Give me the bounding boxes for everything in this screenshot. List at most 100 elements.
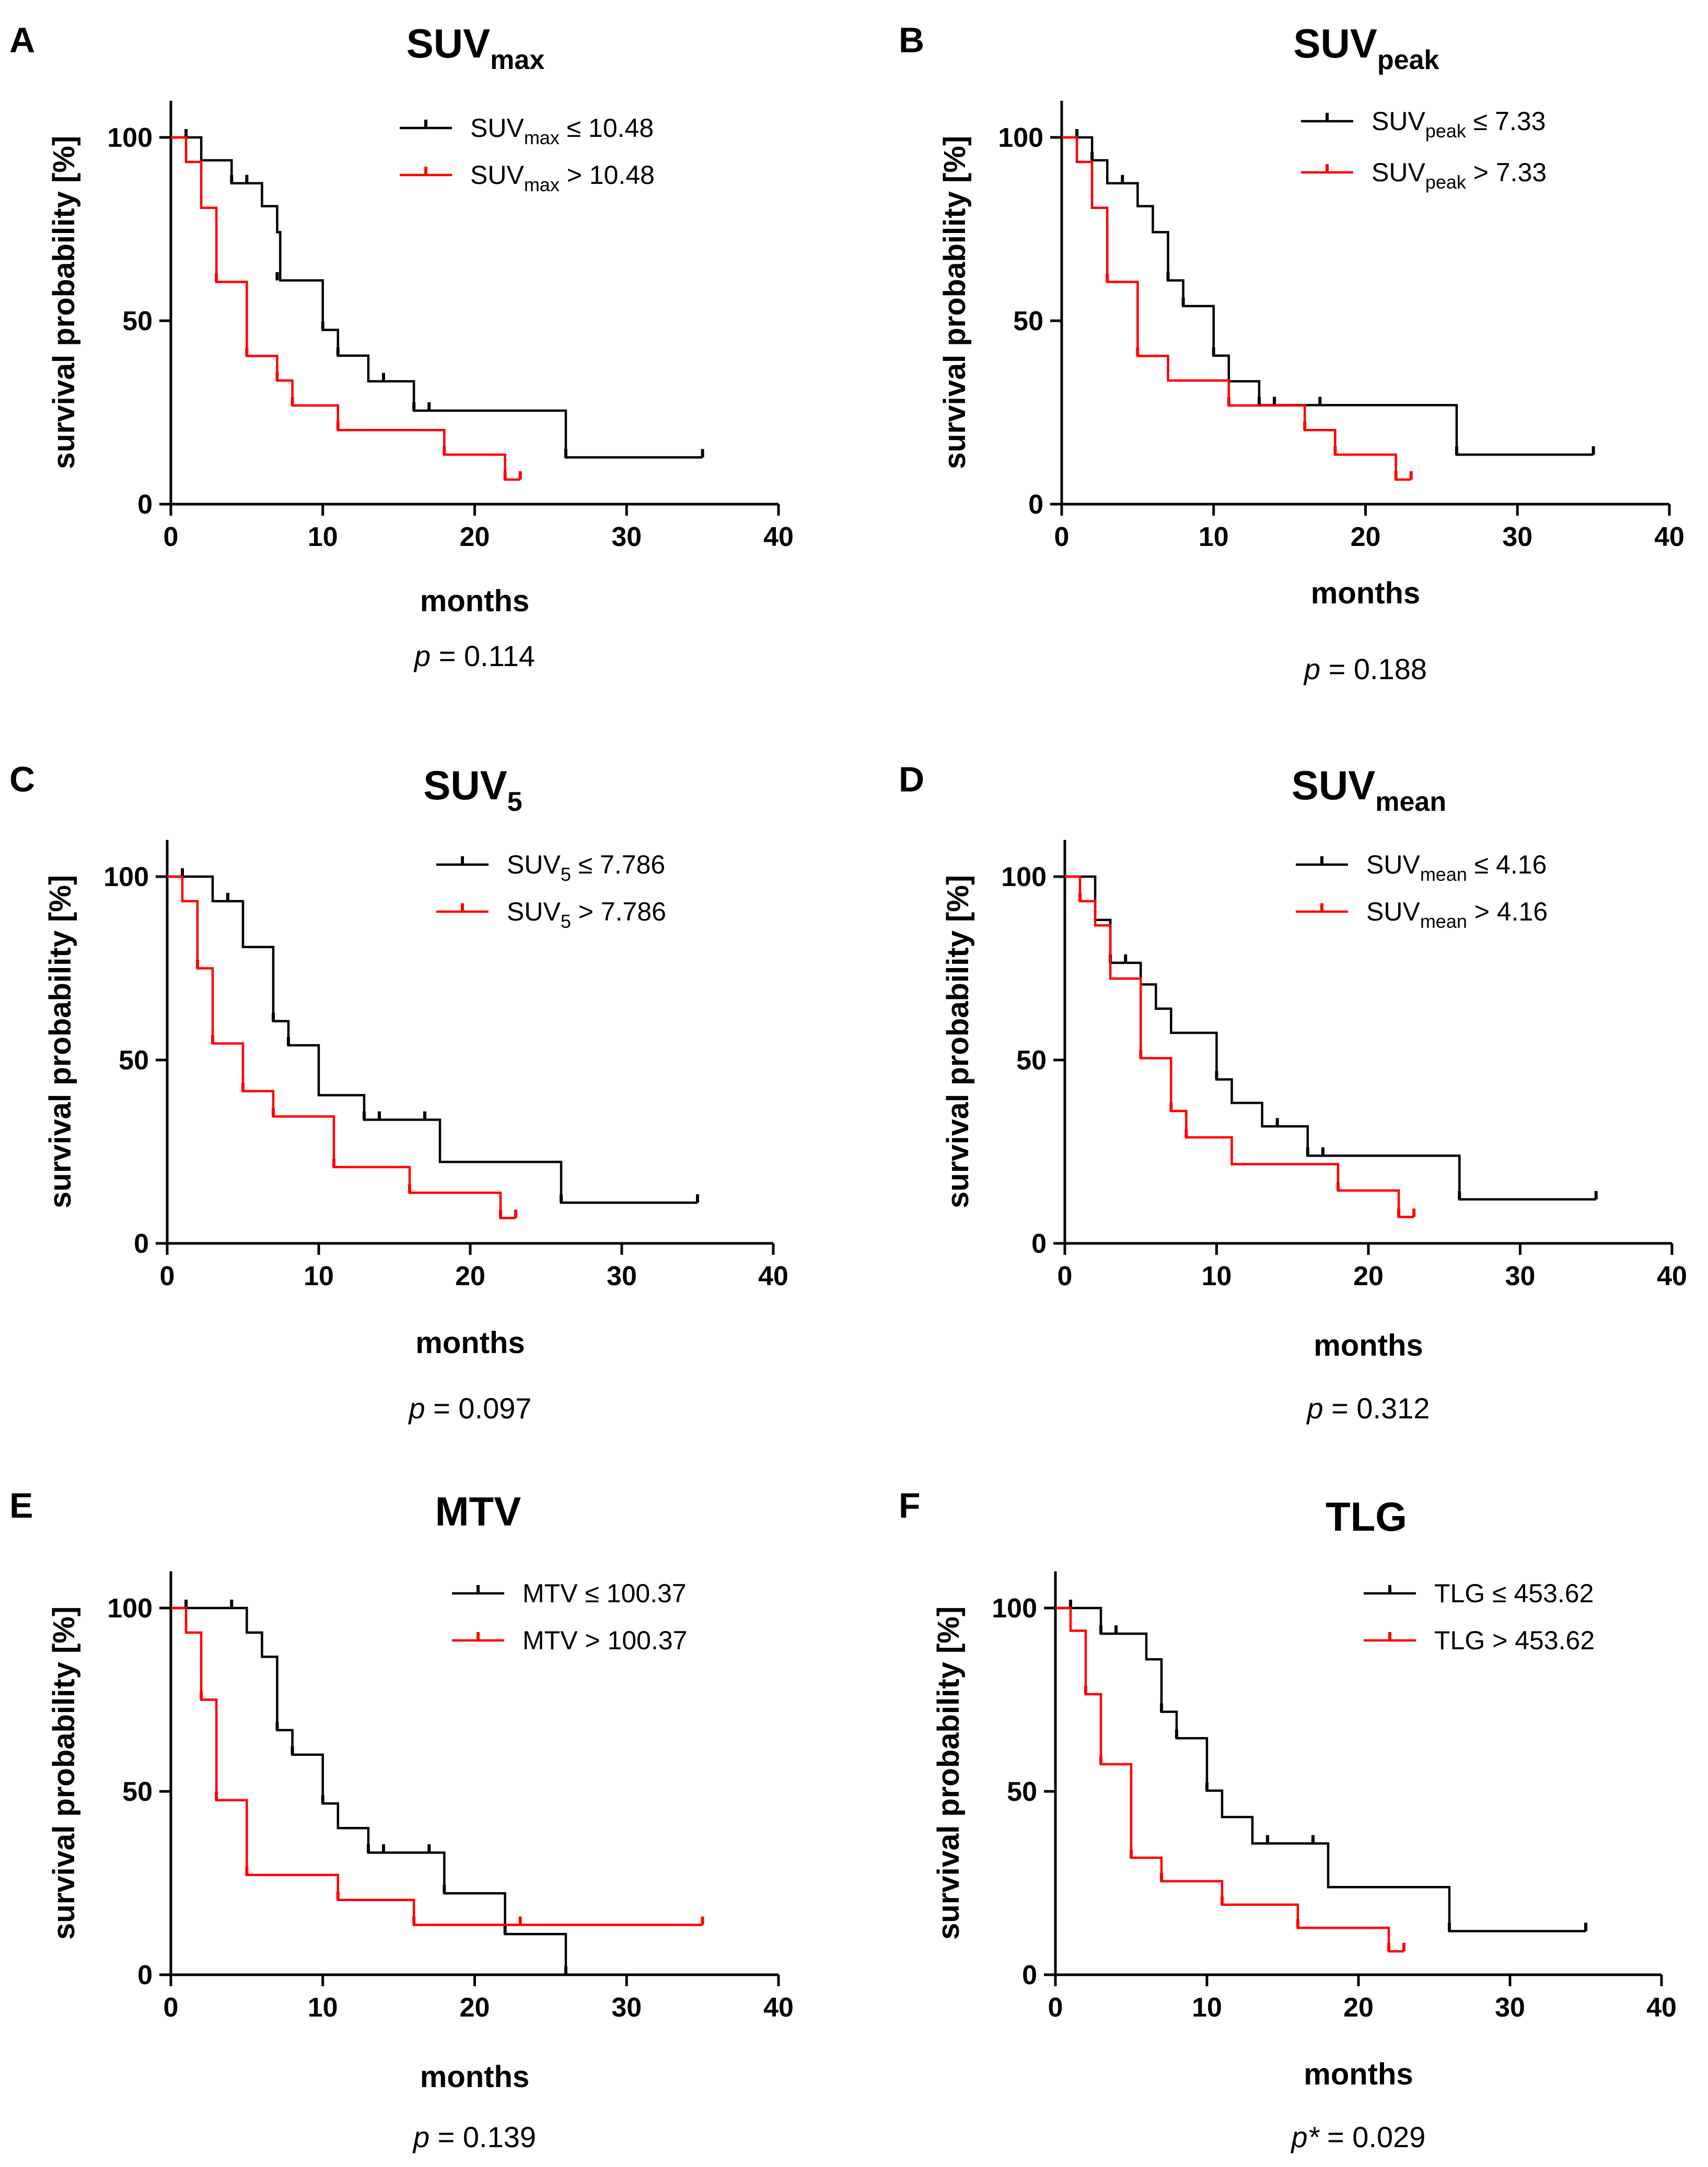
title-subscript: mean <box>1375 787 1446 817</box>
survival-curve-low <box>167 875 698 1204</box>
y-tick-label: 100 <box>107 1593 153 1624</box>
y-tick-label: 0 <box>1028 490 1043 520</box>
panel-title: MTV <box>435 1488 521 1534</box>
y-tick-label: 0 <box>137 490 153 520</box>
p-value: p* = 0.029 <box>1291 2121 1426 2153</box>
p-value: p = 0.114 <box>413 639 535 672</box>
legend-label-base: SUV <box>1366 897 1420 926</box>
y-tick-label: 100 <box>998 123 1043 153</box>
x-tick-label: 10 <box>1202 1261 1232 1291</box>
y-tick-label: 100 <box>992 1593 1037 1624</box>
p-value-symbol: p <box>1303 653 1320 685</box>
legend-label-rest: > 100.37 <box>578 1626 688 1655</box>
p-value-number: = 0.114 <box>431 639 535 672</box>
legend-label: SUVpeak > 7.33 <box>1372 158 1547 193</box>
x-tick-label: 30 <box>1505 1261 1536 1291</box>
legend-label-subscript: 5 <box>561 864 571 885</box>
survival-curve-low <box>1055 1606 1586 1932</box>
panel-letter: F <box>899 1486 921 1525</box>
legend-label-subscript: peak <box>1425 171 1467 193</box>
y-axis-title: survival probability [%] <box>47 136 81 469</box>
legend-label-base: MTV <box>522 1579 578 1608</box>
legend-label: MTV ≤ 100.37 <box>522 1579 687 1608</box>
p-value-symbol: p <box>1306 1392 1323 1425</box>
x-tick-label: 30 <box>1502 522 1532 552</box>
y-tick-label: 100 <box>107 123 153 153</box>
x-tick-label: 20 <box>455 1261 485 1291</box>
survival-curve-high <box>1055 1606 1404 1953</box>
p-value-number: = 0.139 <box>429 2121 536 2153</box>
x-axis-title: months <box>1311 576 1420 610</box>
legend-label-rest: ≤ 100.37 <box>578 1579 687 1608</box>
y-tick-label: 0 <box>134 1229 149 1259</box>
y-tick-label: 50 <box>1007 1777 1037 1807</box>
title-base: SUV <box>406 20 490 66</box>
legend-label-rest: > 7.33 <box>1466 158 1547 187</box>
title-base: TLG <box>1326 1494 1407 1540</box>
x-tick-label: 40 <box>1646 1993 1677 2023</box>
p-value-number: = 0.097 <box>425 1392 532 1425</box>
x-tick-label: 30 <box>1495 1993 1525 2023</box>
legend-label: SUVmean ≤ 4.16 <box>1366 850 1547 885</box>
legend-label: SUVmax > 10.48 <box>470 160 655 195</box>
p-value: p = 0.188 <box>1303 653 1427 685</box>
legend-label-subscript: mean <box>1420 864 1467 885</box>
p-value-symbol: p <box>412 2121 429 2153</box>
x-tick-label: 10 <box>308 1993 338 2023</box>
legend-label-subscript: max <box>524 127 560 148</box>
legend-label: SUV5 ≤ 7.786 <box>507 850 665 885</box>
legend-label-rest: > 7.786 <box>571 897 666 926</box>
x-tick-label: 40 <box>1657 1261 1687 1291</box>
p-value-symbol: p <box>413 639 431 672</box>
x-tick-label: 10 <box>1192 1993 1222 2023</box>
x-tick-label: 40 <box>758 1261 788 1291</box>
panel-f: F TLG 0 50 100 0 10 20 30 40 months survival probab… <box>899 1486 1677 2153</box>
legend-label-base: SUV <box>470 113 524 143</box>
legend-label-base: TLG <box>1434 1579 1485 1608</box>
y-axis-title: survival probability [%] <box>938 136 972 469</box>
title-base: SUV <box>1292 762 1375 808</box>
x-axis-title: months <box>1304 2057 1413 2091</box>
x-tick-label: 30 <box>611 522 642 552</box>
x-tick-label: 20 <box>460 522 490 552</box>
p-value-symbol: p <box>408 1392 425 1425</box>
panel-title: SUV5 <box>423 762 522 817</box>
survival-curve-low <box>1062 136 1594 456</box>
x-tick-label: 40 <box>763 1993 794 2023</box>
x-tick-label: 10 <box>304 1261 334 1291</box>
title-subscript: max <box>490 45 544 75</box>
x-axis-title: months <box>420 584 529 618</box>
y-axis-title: survival probability [%] <box>932 1606 966 1940</box>
legend-label-subscript: peak <box>1425 120 1467 142</box>
x-tick-label: 0 <box>1058 1261 1073 1291</box>
panel-title: SUVmax <box>406 20 545 75</box>
legend-label: SUVpeak ≤ 7.33 <box>1372 107 1546 142</box>
panel-letter: E <box>9 1486 33 1525</box>
survival-curve-low <box>171 1606 567 1975</box>
legend-label-subscript: mean <box>1420 911 1467 932</box>
y-tick-label: 100 <box>103 862 149 892</box>
y-tick-label: 0 <box>1031 1229 1047 1259</box>
title-subscript: peak <box>1377 45 1439 75</box>
p-value-number: = 0.029 <box>1319 2121 1425 2153</box>
x-tick-label: 10 <box>1199 522 1229 552</box>
survival-curve-high <box>1062 136 1411 481</box>
x-tick-label: 0 <box>164 522 179 552</box>
x-tick-label: 20 <box>460 1993 490 2023</box>
legend-label-base: SUV <box>1372 158 1425 187</box>
legend-label-rest: > 4.16 <box>1467 897 1548 926</box>
y-tick-label: 50 <box>122 306 153 336</box>
legend-label: TLG > 453.62 <box>1434 1626 1595 1655</box>
p-value: p = 0.139 <box>412 2121 536 2153</box>
legend-label-base: SUV <box>507 850 561 879</box>
legend-label-rest: ≤ 453.62 <box>1485 1579 1594 1608</box>
p-value: p = 0.097 <box>408 1392 531 1425</box>
y-tick-label: 100 <box>1001 862 1047 892</box>
x-tick-label: 0 <box>160 1261 175 1291</box>
legend-label-rest: > 453.62 <box>1485 1626 1595 1655</box>
